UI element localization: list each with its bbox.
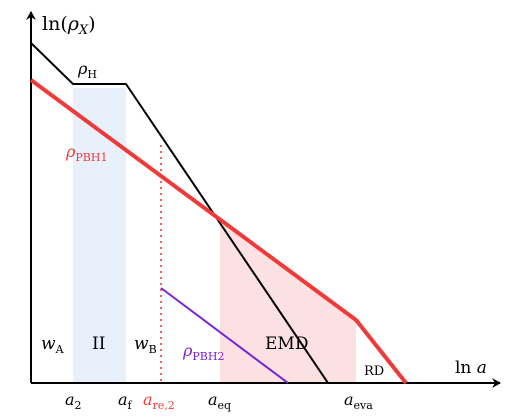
x-axis-label: ln a: [455, 358, 487, 378]
tick-are2: are,2: [143, 390, 175, 412]
tick-a2: a2: [65, 390, 82, 412]
w-a-label: wA: [41, 334, 65, 356]
tick-aeq: aeq: [208, 390, 231, 412]
rho-pbh1-curve: [29, 78, 408, 385]
rho-pbh1-label: ρPBH1: [65, 142, 107, 164]
tick-aeva: aeva: [344, 390, 373, 412]
rho-pbh2-label: ρPBH2: [182, 341, 224, 363]
rho-pbh2-curve: [160, 287, 289, 384]
w-b-label: wB: [134, 334, 157, 356]
rho-h-curve: [30, 42, 329, 384]
region-rd-label: RD: [364, 364, 384, 379]
region-ii-label: II: [92, 334, 105, 354]
region-ii-shade: [73, 88, 126, 383]
y-axis-label: ln(ρX): [42, 13, 96, 38]
region-emd-label: EMD: [265, 334, 308, 354]
region-emd-shade: [220, 220, 356, 383]
tick-af: af: [118, 390, 133, 412]
rho-h-label: ρH: [77, 59, 97, 81]
